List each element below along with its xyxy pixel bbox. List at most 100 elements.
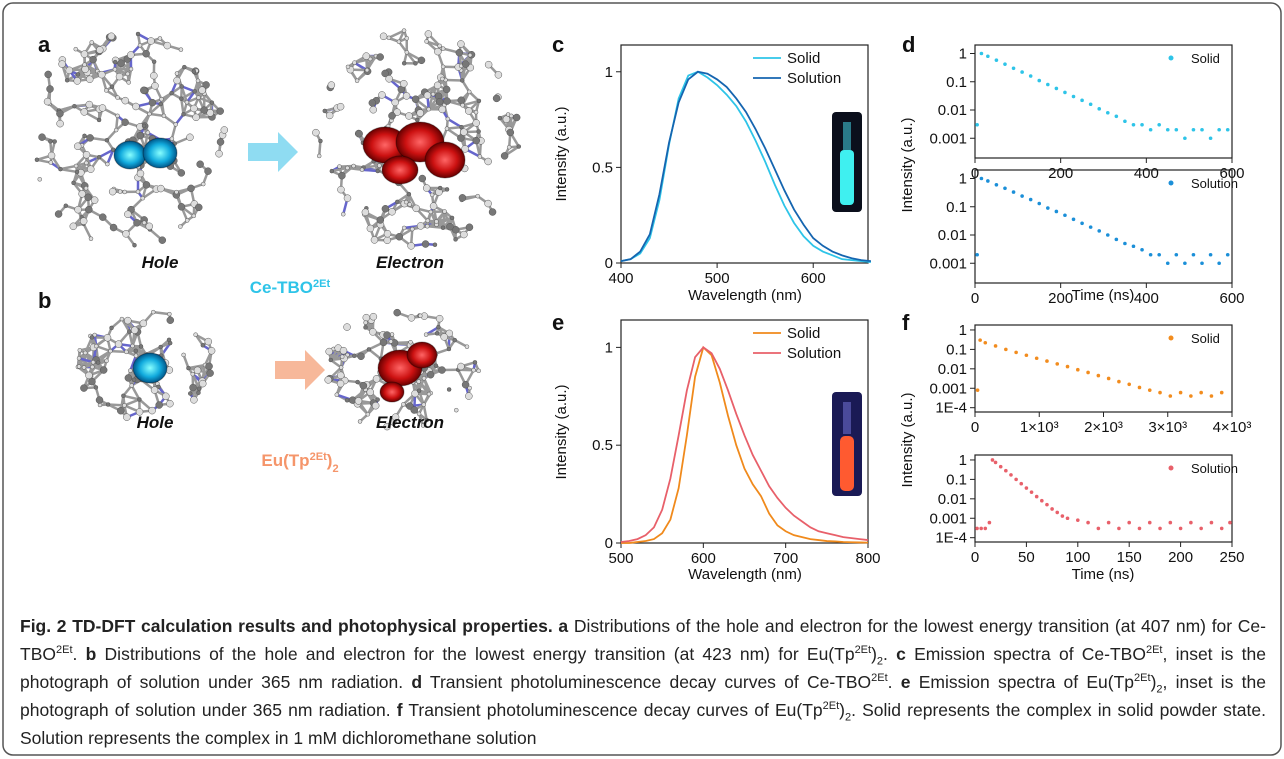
atom bbox=[366, 347, 372, 352]
data-point bbox=[1191, 127, 1196, 132]
atom bbox=[93, 385, 99, 390]
atom bbox=[337, 164, 342, 169]
atom bbox=[475, 193, 480, 199]
caption-run: ) bbox=[1150, 672, 1157, 692]
atom bbox=[104, 137, 110, 143]
data-point bbox=[1019, 481, 1024, 486]
atom bbox=[133, 353, 139, 358]
panel-letter: a bbox=[38, 32, 51, 57]
x-tick-label: 500 bbox=[705, 270, 730, 287]
bond bbox=[95, 344, 111, 353]
atom bbox=[370, 236, 379, 244]
atom bbox=[190, 396, 198, 404]
atom bbox=[73, 163, 79, 169]
data-point bbox=[1157, 122, 1161, 127]
atom bbox=[190, 371, 195, 377]
caption-run: Distributions of the hole and electron f… bbox=[96, 644, 855, 664]
atom bbox=[83, 186, 89, 191]
data-point bbox=[986, 54, 990, 59]
atom bbox=[355, 379, 360, 385]
caption-run: Distributions of the hole and electron f… bbox=[20, 616, 1266, 664]
atom bbox=[158, 101, 164, 107]
atom bbox=[174, 189, 179, 195]
atom bbox=[121, 96, 129, 105]
data-point bbox=[1071, 217, 1076, 222]
orbital bbox=[424, 141, 466, 179]
legend-label: Solid bbox=[787, 50, 820, 67]
atom bbox=[140, 195, 145, 201]
data-point bbox=[1034, 356, 1039, 361]
data-point bbox=[1114, 237, 1119, 242]
legend-swatch bbox=[1168, 465, 1174, 471]
atom bbox=[410, 226, 415, 232]
atom bbox=[79, 217, 88, 225]
y-tick-label: 0.1 bbox=[946, 199, 967, 216]
orbital bbox=[132, 352, 168, 384]
atom bbox=[376, 53, 384, 61]
atom bbox=[85, 75, 94, 84]
data-point bbox=[1028, 74, 1033, 78]
atom bbox=[135, 31, 141, 37]
atom bbox=[421, 376, 427, 381]
atom bbox=[85, 371, 93, 380]
atom bbox=[388, 208, 396, 216]
atom bbox=[329, 168, 335, 174]
atom bbox=[509, 113, 514, 119]
data-point bbox=[1054, 209, 1059, 214]
atom bbox=[161, 113, 167, 119]
atom bbox=[193, 366, 202, 375]
y-tick-label: 0.5 bbox=[592, 159, 613, 176]
atom bbox=[65, 66, 74, 75]
atom bbox=[416, 222, 425, 230]
bond bbox=[388, 29, 405, 39]
atom bbox=[84, 193, 92, 202]
atom bbox=[444, 187, 450, 192]
atom bbox=[324, 376, 332, 384]
inset-vial-c bbox=[832, 112, 862, 212]
data-point bbox=[979, 176, 984, 181]
data-point bbox=[1199, 390, 1203, 395]
data-point bbox=[1071, 94, 1076, 99]
atom bbox=[76, 364, 82, 369]
atom bbox=[112, 67, 118, 72]
y-tick-label: 0.5 bbox=[592, 437, 613, 454]
x-tick-label: 0 bbox=[971, 419, 979, 436]
x-tick-label: 4×10³ bbox=[1213, 419, 1252, 436]
atom bbox=[325, 111, 334, 120]
data-point bbox=[1117, 526, 1121, 531]
bond bbox=[60, 167, 78, 174]
atom bbox=[58, 60, 66, 68]
x-tick-label: 500 bbox=[608, 550, 633, 567]
atom bbox=[438, 366, 446, 374]
caption: Fig. 2 TD-DFT calculation results and ph… bbox=[20, 612, 1266, 752]
x-tick-label: 0 bbox=[971, 549, 979, 566]
data-point bbox=[1178, 390, 1183, 395]
atom bbox=[460, 230, 468, 239]
y-axis-label: Intensity (a.u.) bbox=[553, 106, 570, 201]
atom bbox=[72, 103, 77, 109]
y-tick-label: 0 bbox=[605, 255, 613, 272]
atom bbox=[201, 181, 206, 187]
atom bbox=[430, 91, 436, 97]
data-point bbox=[1024, 486, 1029, 490]
atom bbox=[366, 388, 375, 396]
data-point bbox=[1219, 526, 1224, 531]
atom bbox=[166, 399, 174, 408]
atom bbox=[460, 128, 468, 136]
compound-label: Ce-TBO2Et bbox=[250, 278, 331, 297]
atom bbox=[404, 36, 410, 41]
atom bbox=[98, 104, 107, 112]
bond bbox=[446, 125, 462, 130]
y-tick-label: 1E-4 bbox=[935, 530, 967, 547]
atom bbox=[132, 102, 140, 111]
hole-label: Hole bbox=[137, 413, 174, 432]
atom bbox=[500, 152, 509, 160]
data-point bbox=[1003, 186, 1007, 191]
bond bbox=[110, 318, 123, 329]
atom bbox=[190, 104, 198, 113]
caption-run: d bbox=[411, 672, 423, 692]
atom bbox=[459, 78, 465, 83]
atom bbox=[465, 107, 473, 115]
data-point bbox=[1217, 127, 1221, 132]
